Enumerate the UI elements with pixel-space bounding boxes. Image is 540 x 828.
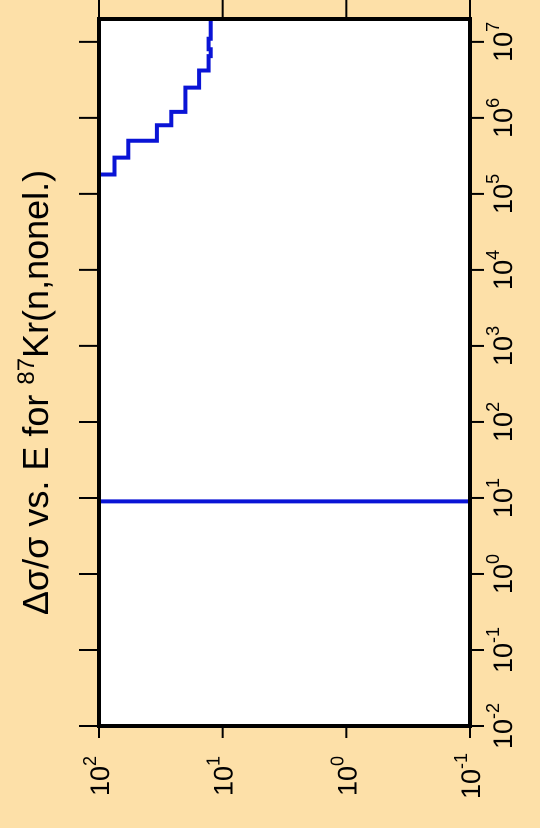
x-tick-label-base: 10: [488, 184, 518, 214]
y-tick-label: 101: [204, 756, 239, 796]
y-tick-label-exponent: 1: [204, 756, 224, 766]
y-tick-label: 102: [80, 756, 115, 796]
y-tick-label-base: 10: [85, 766, 115, 796]
series-layer: [97, 19, 472, 726]
x-tick-label-base: 10: [488, 488, 518, 518]
y-tick-label: 10-1: [451, 753, 486, 799]
y-tick-label-base: 10: [456, 769, 486, 799]
x-tick-label-exponent: 6: [483, 98, 503, 108]
y-tick-label-exponent: 2: [80, 756, 100, 766]
chart-title-prefix: Δσ/σ vs. E for: [15, 385, 56, 616]
x-tick-label-exponent: 1: [483, 478, 503, 488]
x-tick-label-base: 10: [488, 412, 518, 442]
x-tick-label-base: 10: [488, 32, 518, 62]
x-tick-label-exponent: 0: [483, 554, 503, 564]
x-tick-label: 100: [483, 554, 518, 594]
x-tick-label: 102: [483, 402, 518, 442]
x-tick-label: 101: [483, 478, 518, 518]
x-tick-label-exponent: -1: [483, 627, 503, 643]
series-line: [97, 19, 472, 726]
y-tick-label: 100: [327, 756, 362, 796]
plot-area: [99, 19, 470, 726]
y-tick-label-base: 10: [332, 766, 362, 796]
chart-title: Δσ/σ vs. E for 87Kr(n,nonel.): [13, 170, 56, 615]
x-tick-label-base: 10: [488, 643, 518, 673]
chart-title-reaction: (n,nonel.): [15, 170, 56, 322]
y-tick-label-base: 10: [209, 766, 239, 796]
y-tick-label-exponent: -1: [451, 753, 471, 769]
x-tick-label: 107: [483, 22, 518, 62]
x-tick-label: 10-1: [483, 627, 518, 673]
x-tick-label-exponent: 3: [483, 326, 503, 336]
x-tick-label-base: 10: [488, 336, 518, 366]
plot-frame: [97, 17, 472, 728]
y-axis-top-ticks: [98, 0, 471, 19]
x-tick-label: 105: [483, 174, 518, 214]
chart-title-element: Kr: [15, 322, 56, 358]
x-tick-label-base: 10: [488, 564, 518, 594]
x-tick-label-exponent: 4: [483, 250, 503, 260]
x-tick-label-base: 10: [488, 108, 518, 138]
chart-title-mass: 87: [13, 358, 40, 385]
x-tick-label-exponent: 7: [483, 22, 503, 32]
x-tick-label-exponent: 2: [483, 402, 503, 412]
y-tick-label-exponent: 0: [327, 756, 347, 766]
x-tick-label-base: 10: [488, 260, 518, 290]
x-tick-label: 10-2: [483, 703, 518, 749]
x-axis-right-ticks: [470, 40, 484, 727]
x-tick-label: 103: [483, 326, 518, 366]
x-tick-label: 106: [483, 98, 518, 138]
x-tick-label: 104: [483, 250, 518, 290]
x-axis-left-ticks: [79, 40, 99, 727]
x-tick-label-base: 10: [488, 719, 518, 749]
x-tick-label-exponent: -2: [483, 703, 503, 719]
x-tick-label-exponent: 5: [483, 174, 503, 184]
